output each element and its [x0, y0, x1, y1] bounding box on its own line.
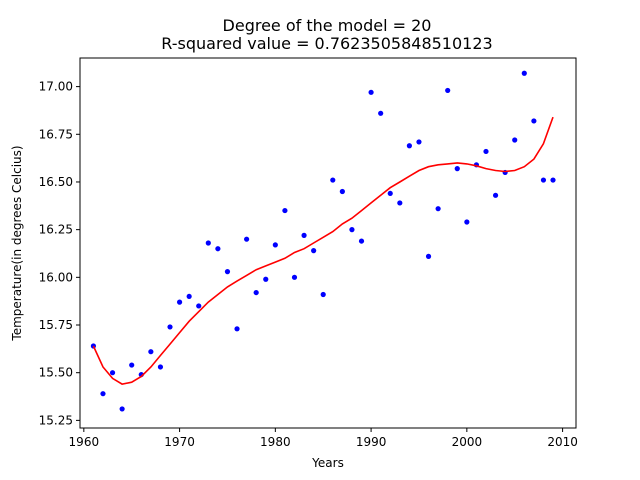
- data-point: [521, 70, 527, 76]
- plot-frame: [79, 57, 577, 429]
- data-point: [167, 324, 173, 330]
- y-tick-label: 17.00: [39, 80, 73, 94]
- x-tick-label: 1960: [69, 435, 100, 449]
- y-axis-label: Temperature(in degrees Celcius): [10, 145, 24, 341]
- y-tick-label: 16.75: [39, 127, 73, 141]
- x-axis-label: Years: [311, 456, 344, 470]
- x-tick-label: 2000: [452, 435, 483, 449]
- y-tick-label: 15.50: [39, 366, 73, 380]
- data-point: [540, 177, 547, 183]
- data-point: [492, 192, 499, 198]
- data-point: [215, 246, 221, 252]
- data-point: [531, 118, 537, 124]
- data-point: [100, 391, 106, 397]
- data-point: [244, 236, 250, 242]
- data-point: [129, 362, 135, 368]
- data-point: [119, 406, 125, 412]
- data-point: [387, 190, 393, 197]
- data-point: [224, 269, 231, 275]
- data-point: [483, 148, 489, 155]
- x-tick-label: 1990: [356, 435, 387, 449]
- data-point: [349, 227, 355, 233]
- data-point: [378, 110, 384, 116]
- y-tick-label: 15.75: [39, 318, 73, 332]
- x-tick-label: 1980: [260, 435, 291, 449]
- data-point: [272, 242, 278, 248]
- data-point: [339, 188, 345, 195]
- data-point: [464, 219, 470, 225]
- data-point: [291, 274, 298, 280]
- data-point: [196, 303, 202, 309]
- data-point: [157, 364, 164, 370]
- plot-area: [90, 70, 556, 412]
- data-point: [406, 143, 412, 149]
- data-point: [512, 137, 518, 143]
- data-point: [253, 289, 259, 296]
- y-axis: 15.25 15.50 15.75 16.00 16.25 16.50 16.75 17.00: [39, 80, 80, 427]
- data-point: [550, 177, 556, 183]
- data-point: [176, 299, 183, 305]
- x-tick-label: 1970: [164, 435, 195, 449]
- title-line-1: Degree of the model = 20: [223, 16, 432, 35]
- data-point: [301, 232, 307, 238]
- data-point: [425, 253, 432, 259]
- data-point: [358, 238, 365, 244]
- y-tick-label: 16.00: [39, 270, 73, 284]
- data-point: [234, 326, 240, 332]
- title-line-2: R-squared value = 0.7623505848510123: [161, 34, 492, 53]
- data-point: [445, 87, 451, 94]
- x-tick-label: 2010: [547, 435, 578, 449]
- data-point: [416, 139, 422, 145]
- data-point: [368, 89, 374, 95]
- data-point: [282, 207, 288, 214]
- y-tick-label: 15.25: [39, 413, 73, 427]
- chart-title: Degree of the model = 20 R-squared value…: [161, 16, 492, 53]
- data-point: [435, 206, 441, 212]
- data-point: [205, 240, 211, 246]
- data-point: [311, 248, 317, 254]
- data-point: [397, 200, 403, 206]
- data-point: [320, 291, 326, 298]
- data-point: [109, 370, 116, 376]
- data-point: [330, 177, 336, 183]
- data-point: [186, 293, 192, 300]
- data-point: [148, 349, 154, 355]
- y-tick-label: 16.25: [39, 223, 73, 237]
- fit-curve: [92, 116, 554, 385]
- data-point: [454, 166, 460, 172]
- x-axis: 1960 1970 1980 1990 2000 2010: [69, 428, 578, 449]
- data-point: [263, 276, 269, 282]
- y-tick-label: 16.50: [39, 175, 73, 189]
